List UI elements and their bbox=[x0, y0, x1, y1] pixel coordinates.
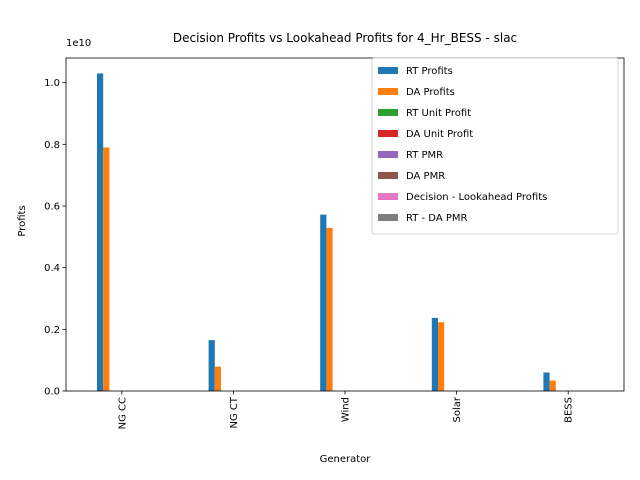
bar bbox=[326, 227, 333, 391]
x-tick-label: BESS bbox=[564, 397, 575, 423]
y-tick-label: 0.2 bbox=[44, 325, 60, 336]
y-offset-label: 1e10 bbox=[66, 38, 91, 49]
x-tick-label: NG CT bbox=[229, 396, 240, 428]
y-tick-label: 0.6 bbox=[44, 202, 60, 213]
legend-label: Decision - Lookahead Profits bbox=[406, 192, 547, 203]
bar bbox=[438, 322, 445, 391]
legend-swatch bbox=[378, 88, 398, 95]
plot-frame bbox=[65, 57, 625, 392]
legend-swatch bbox=[378, 193, 398, 200]
legend-swatch bbox=[378, 172, 398, 179]
legend-label: RT Profits bbox=[406, 66, 453, 77]
x-tick-label: Solar bbox=[452, 396, 463, 422]
x-tick-label: Wind bbox=[341, 397, 352, 422]
x-tick-label: NG CC bbox=[117, 397, 128, 429]
legend-swatch bbox=[378, 67, 398, 74]
x-axis-title: Generator bbox=[320, 454, 372, 465]
y-tick-label: 0.4 bbox=[44, 263, 60, 274]
bar bbox=[320, 214, 327, 391]
legend-swatch bbox=[378, 214, 398, 221]
legend-label: DA PMR bbox=[406, 171, 445, 182]
legend-label: DA Profits bbox=[406, 87, 455, 98]
y-tick-label: 0.8 bbox=[44, 140, 60, 151]
legend-swatch bbox=[378, 109, 398, 116]
bar bbox=[549, 380, 556, 391]
legend-label: RT - DA PMR bbox=[406, 213, 467, 224]
bar bbox=[431, 317, 438, 391]
legend-label: DA Unit Profit bbox=[406, 129, 473, 140]
bar bbox=[208, 340, 215, 392]
y-axis-title: Profits bbox=[17, 205, 28, 236]
legend-label: RT Unit Profit bbox=[406, 108, 471, 119]
chart-title: Decision Profits vs Lookahead Profits fo… bbox=[173, 31, 517, 45]
bar bbox=[97, 73, 104, 392]
y-tick-label: 1.0 bbox=[44, 78, 60, 89]
legend-box bbox=[371, 57, 619, 235]
legend-swatch bbox=[378, 130, 398, 137]
legend-label: RT PMR bbox=[406, 150, 443, 161]
bar bbox=[214, 366, 221, 391]
y-tick-label: 0.0 bbox=[44, 387, 60, 398]
bar bbox=[543, 372, 550, 391]
bar bbox=[103, 147, 110, 391]
legend-swatch bbox=[378, 151, 398, 158]
